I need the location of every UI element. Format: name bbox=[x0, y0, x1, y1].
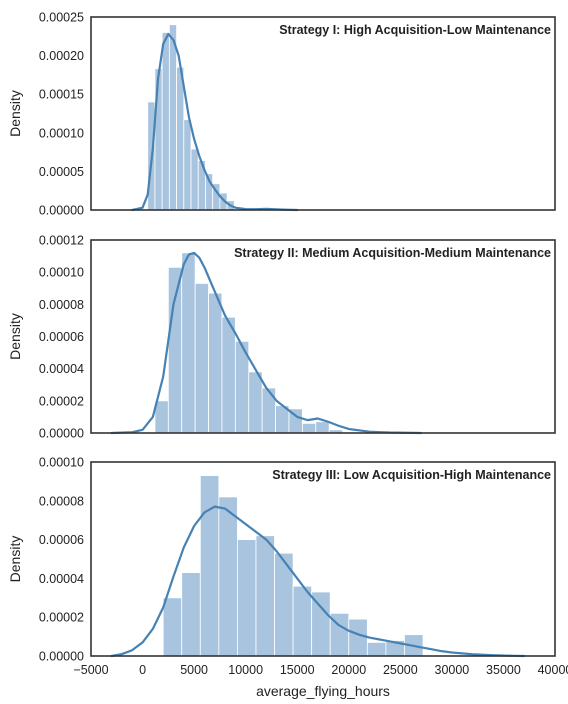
histogram-bar bbox=[248, 371, 263, 434]
y-tick-label: 0.00000 bbox=[39, 204, 84, 218]
histogram-bar bbox=[237, 539, 257, 657]
x-tick-label: 0 bbox=[139, 663, 146, 677]
histogram-bar bbox=[168, 24, 177, 211]
histogram-bar bbox=[218, 496, 238, 657]
y-axis-title: Density bbox=[7, 90, 23, 137]
y-tick-label: 0.00000 bbox=[39, 427, 84, 441]
histogram-bar bbox=[348, 618, 368, 657]
y-tick-label: 0.00010 bbox=[39, 456, 84, 470]
axes-frame bbox=[90, 16, 556, 211]
y-tick-label: 0.00006 bbox=[39, 330, 84, 344]
y-tick-label: 0.00004 bbox=[39, 572, 84, 586]
histogram-bar bbox=[301, 422, 317, 434]
y-tick-label: 0.00015 bbox=[39, 88, 84, 102]
y-tick-label: 0.00025 bbox=[39, 11, 84, 25]
histogram-bar bbox=[255, 535, 275, 657]
y-tick-label: 0.00012 bbox=[39, 234, 84, 248]
panel-title: Strategy III: Low Acquisition-High Maint… bbox=[272, 468, 551, 482]
histogram-bar bbox=[176, 66, 185, 211]
axes-frame bbox=[90, 239, 556, 434]
histogram-bar bbox=[261, 387, 276, 434]
kde-line bbox=[110, 251, 423, 435]
y-tick-label: 0.00004 bbox=[39, 362, 84, 376]
x-tick-label: 40000 bbox=[538, 663, 568, 677]
histogram-bar bbox=[183, 119, 192, 211]
panel-1: 0.00000 0.00005 0.00010 0.00015 0.00020 0.000… bbox=[7, 11, 556, 218]
histogram-bar bbox=[181, 252, 196, 434]
y-tick-label: 0.00005 bbox=[39, 165, 84, 179]
histogram-bar bbox=[161, 32, 170, 211]
histogram-bar bbox=[292, 585, 313, 657]
panel-3: 0.00000 0.00002 0.00004 0.00006 0.00008 0.000… bbox=[7, 456, 568, 700]
histogram-bar bbox=[154, 68, 163, 211]
histogram-bar bbox=[167, 266, 183, 434]
y-tick-label: 0.00020 bbox=[39, 49, 84, 63]
y-tick-label: 0.00006 bbox=[39, 533, 84, 547]
y-tick-label: 0.00000 bbox=[39, 650, 84, 664]
x-tick-label: −5000 bbox=[73, 663, 108, 677]
x-tick-label: 20000 bbox=[331, 663, 366, 677]
y-tick-label: 0.00008 bbox=[39, 298, 84, 312]
x-tick-label: 25000 bbox=[383, 663, 418, 677]
y-axis-title: Density bbox=[7, 313, 23, 360]
y-tick-label: 0.00002 bbox=[39, 611, 84, 625]
x-axis-title: average_flying_hours bbox=[256, 683, 390, 699]
y-axis-title: Density bbox=[7, 536, 23, 583]
histogram-bar bbox=[311, 591, 331, 657]
panel-title: Strategy II: Medium Acquisition-Medium M… bbox=[234, 246, 551, 260]
x-tick-label: 15000 bbox=[280, 663, 315, 677]
histogram-bar bbox=[181, 572, 201, 657]
histogram-bar bbox=[199, 475, 220, 657]
panel-2: 0.00000 0.00002 0.00004 0.00006 0.00008 0.000… bbox=[7, 234, 556, 441]
x-tick-label: 10000 bbox=[228, 663, 263, 677]
x-tick-label: 35000 bbox=[486, 663, 521, 677]
histogram-bar bbox=[190, 148, 199, 211]
histogram-bar bbox=[162, 597, 183, 657]
panel-title: Strategy I: High Acquisition-Low Mainten… bbox=[279, 23, 551, 37]
histogram-bar bbox=[154, 400, 169, 434]
histogram-bar bbox=[208, 292, 223, 434]
x-tick-label: 30000 bbox=[435, 663, 470, 677]
histogram-bar bbox=[315, 421, 330, 434]
histogram-bar bbox=[366, 642, 387, 657]
histogram-bar bbox=[221, 316, 236, 434]
axes-frame bbox=[90, 461, 556, 657]
y-tick-label: 0.00002 bbox=[39, 394, 84, 408]
y-tick-label: 0.00008 bbox=[39, 494, 84, 508]
y-tick-label: 0.00010 bbox=[39, 266, 84, 280]
histogram-bar bbox=[194, 283, 209, 434]
x-tick-label: 5000 bbox=[180, 663, 208, 677]
kde-line bbox=[110, 505, 526, 658]
y-tick-label: 0.00010 bbox=[39, 126, 84, 140]
